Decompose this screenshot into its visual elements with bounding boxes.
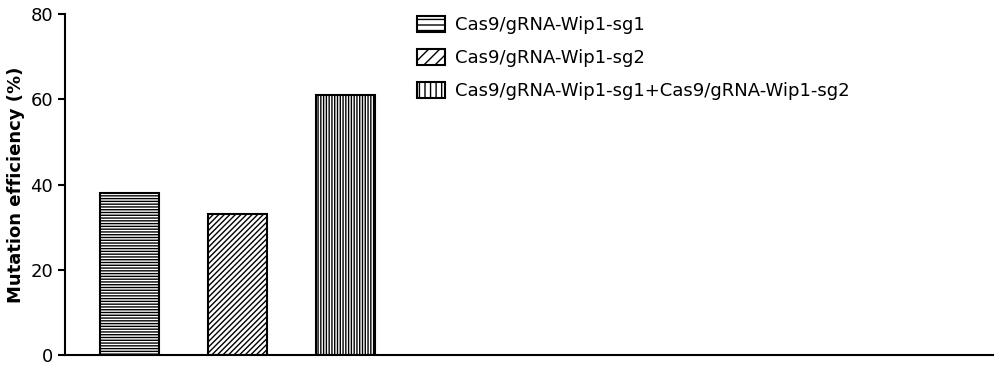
Legend: Cas9/gRNA-Wip1-sg1, Cas9/gRNA-Wip1-sg2, Cas9/gRNA-Wip1-sg1+Cas9/gRNA-Wip1-sg2: Cas9/gRNA-Wip1-sg1, Cas9/gRNA-Wip1-sg2, … bbox=[417, 16, 850, 100]
Y-axis label: Mutation efficiency (%): Mutation efficiency (%) bbox=[7, 66, 25, 303]
Bar bbox=[316, 95, 375, 355]
Bar bbox=[208, 214, 267, 355]
Bar bbox=[100, 193, 159, 355]
